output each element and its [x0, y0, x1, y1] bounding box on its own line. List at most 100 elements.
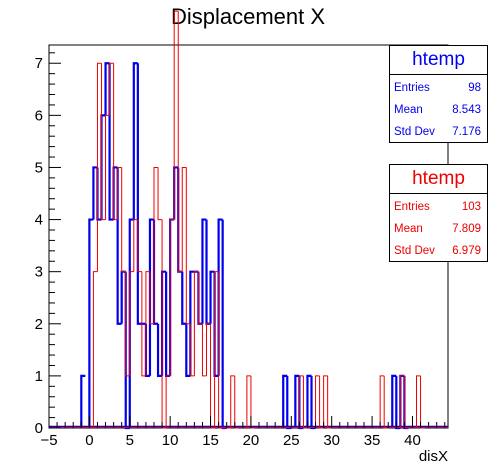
histogram-bin	[420, 375, 425, 429]
histogram-bin	[108, 63, 114, 221]
histogram-bin	[125, 271, 130, 377]
histogram-bin	[189, 270, 195, 376]
x-tick-label: 15	[202, 432, 219, 449]
histogram-bin	[383, 375, 389, 429]
stats-key: Std Dev	[394, 126, 435, 138]
histogram-bin	[286, 375, 292, 430]
stats-value: 7.809	[452, 223, 481, 235]
histogram-bin	[181, 166, 187, 272]
x-tick-label: 20	[243, 432, 260, 449]
histogram-bin	[214, 271, 219, 428]
histogram-bin	[169, 219, 175, 376]
histogram-bin	[234, 375, 239, 429]
histogram-bin	[379, 375, 385, 428]
stats-box-red: htemp Entries 103 Mean 7.809 Std Dev 6.9…	[389, 164, 488, 262]
x-tick-label: 35	[364, 432, 381, 449]
histogram-bin	[181, 271, 187, 325]
histogram-bin	[165, 375, 171, 428]
y-tick-label: 2	[35, 316, 43, 333]
histogram-bin	[230, 375, 235, 428]
y-tick-label: 0	[35, 420, 43, 437]
stats-title: htemp	[390, 46, 487, 75]
histogram-bin	[116, 167, 122, 325]
stats-key: Mean	[394, 104, 423, 116]
y-tick-label: 7	[35, 55, 43, 72]
histogram-bin	[201, 218, 207, 324]
stats-value: 8.543	[452, 104, 481, 116]
x-tick-label: 5	[126, 432, 134, 449]
y-tick-label: 5	[35, 159, 43, 176]
histogram-bin	[121, 167, 126, 273]
histogram-bin	[323, 375, 328, 428]
histogram-bin	[282, 374, 288, 428]
y-tick-label: 6	[35, 107, 43, 124]
stats-row-std-dev: Std Dev 7.176	[394, 122, 481, 142]
histogram-bin	[327, 375, 332, 429]
histogram-bin	[177, 11, 183, 273]
histogram-bin	[189, 323, 195, 377]
histogram-bin	[88, 218, 94, 428]
histogram-bin	[403, 375, 409, 430]
stats-row-mean: Mean 7.809	[394, 219, 481, 239]
histogram-bin	[129, 271, 134, 376]
x-axis-title: disX	[419, 448, 448, 465]
histogram-bin	[141, 271, 146, 377]
histogram-bin	[92, 271, 98, 428]
histogram-bin	[101, 63, 106, 221]
y-tick-label: 4	[35, 212, 43, 229]
histogram-bin	[80, 374, 86, 428]
x-tick-label: −5	[40, 432, 57, 449]
histogram-bin	[294, 374, 300, 428]
histogram-bin	[156, 323, 163, 377]
y-tick-label: 3	[35, 264, 43, 281]
histogram-bin	[137, 219, 142, 273]
histogram-bin	[113, 63, 118, 221]
stats-key: Entries	[394, 201, 430, 213]
histogram-bin	[157, 167, 163, 221]
stats-key: Entries	[394, 82, 430, 94]
histogram-bin	[250, 375, 255, 429]
histogram-bin	[152, 219, 159, 325]
stats-value: 103	[461, 201, 481, 213]
histogram-bin	[153, 166, 159, 324]
histogram-bin	[128, 218, 134, 428]
histogram-bin	[104, 62, 110, 116]
histogram-bin	[109, 62, 114, 116]
stats-row-entries: Entries 103	[394, 197, 481, 217]
stats-value: 98	[468, 82, 481, 94]
stats-box-blue: htemp Entries 98 Mean 8.543 Std Dev 7.17…	[389, 45, 488, 143]
stats-key: Mean	[394, 223, 423, 235]
x-tick-label: 0	[85, 432, 93, 449]
chart-title: Displacement X	[171, 4, 325, 29]
histogram-bin	[92, 166, 98, 220]
histogram-bin	[96, 62, 102, 272]
histogram-bin	[201, 323, 207, 377]
histogram-bin	[319, 375, 324, 429]
histogram-bin	[206, 323, 211, 376]
stats-row-mean: Mean 8.543	[394, 100, 481, 120]
x-tick-label: 25	[283, 432, 300, 449]
histogram-bin	[169, 218, 175, 376]
histogram-bin	[197, 271, 203, 325]
stats-row-entries: Entries 98	[394, 78, 481, 98]
histogram-bin	[246, 375, 251, 428]
histogram-bin	[145, 271, 150, 376]
histogram-bin	[209, 270, 215, 324]
histogram-bin	[173, 10, 179, 220]
histogram-bin	[391, 374, 397, 428]
histogram-bin	[132, 62, 138, 220]
histogram-bin	[221, 219, 227, 430]
histogram-bin	[185, 323, 191, 377]
stats-value: 6.979	[452, 245, 481, 257]
histogram-bin	[136, 63, 142, 325]
histogram-bin	[310, 375, 316, 430]
y-tick-label: 1	[35, 368, 43, 385]
histogram-bin	[133, 219, 138, 272]
axis-ticks	[48, 52, 446, 429]
histogram-bin	[117, 166, 122, 220]
stats-value: 7.176	[452, 126, 481, 138]
histogram-bin	[105, 114, 110, 220]
histogram-bin	[315, 375, 320, 428]
